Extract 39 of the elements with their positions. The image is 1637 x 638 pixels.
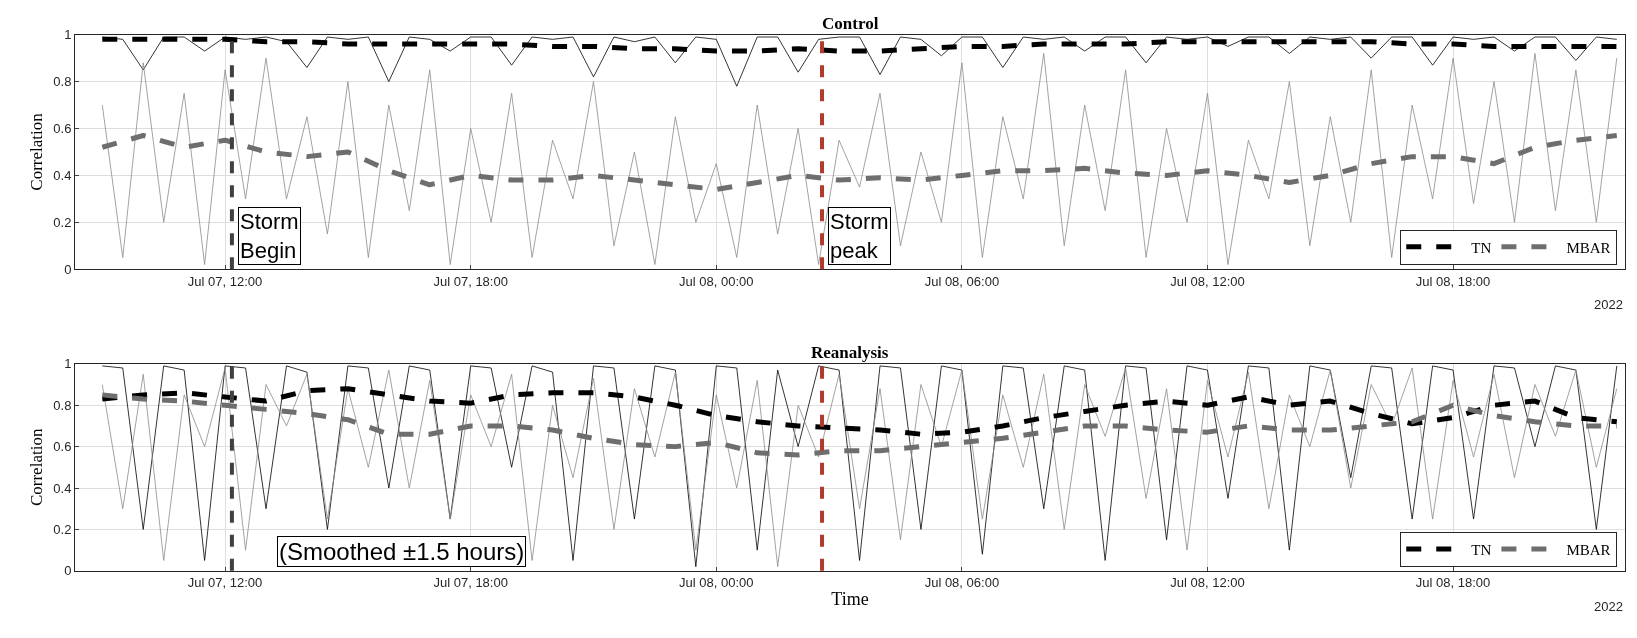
y-tick-label: 0.2 <box>53 214 72 230</box>
x-tick-label: Jul 08, 06:00 <box>924 575 1000 591</box>
y-tick-label: 0 <box>64 563 72 579</box>
y-axis-title: Correlation <box>26 112 46 191</box>
x-tick-label: Jul 08, 06:00 <box>924 273 1000 289</box>
annotation: (Smoothed ±1.5 hours) <box>279 538 525 565</box>
line-series <box>101 53 1618 265</box>
x-tick-label: Jul 07, 12:00 <box>187 575 263 591</box>
x-tick-label: Jul 07, 18:00 <box>433 273 508 289</box>
legend-label: TN <box>1471 239 1492 256</box>
legend-label: TN <box>1471 541 1492 558</box>
text: 2022 <box>1594 599 1623 614</box>
y-tick-label: 0.6 <box>53 121 72 137</box>
x-axis-title: Time <box>831 588 869 609</box>
x-tick-label: Jul 08, 18:00 <box>1415 575 1491 591</box>
x-tick-label: Jul 07, 12:00 <box>187 273 263 289</box>
y-tick-label: 0.8 <box>53 397 72 413</box>
x-tick-label: Jul 08, 18:00 <box>1415 273 1491 289</box>
legend-label: MBAR <box>1566 541 1611 558</box>
y-tick-label: 0 <box>64 261 72 277</box>
y-tick-label: 0.4 <box>53 480 72 496</box>
chart-title: Reanalysis <box>811 343 889 362</box>
y-tick-label: 0.4 <box>53 167 72 183</box>
legend-label: MBAR <box>1566 239 1611 256</box>
x-tick-label: Jul 08, 00:00 <box>679 575 754 591</box>
y-tick-label: 0.6 <box>53 439 72 455</box>
x-tick-label: Jul 08, 00:00 <box>679 273 754 289</box>
y-tick-label: 1 <box>64 27 72 43</box>
x-tick-label: Jul 08, 12:00 <box>1170 273 1245 289</box>
y-tick-label: 0.2 <box>53 521 72 537</box>
chart-title: Control <box>822 14 879 33</box>
ref-line-label: Storm Begin <box>240 209 299 263</box>
x-tick-label: Jul 08, 12:00 <box>1170 575 1245 591</box>
ref-line-label: Storm peak <box>830 209 889 263</box>
y-tick-label: 1 <box>64 356 72 372</box>
x-tick-label: Jul 07, 18:00 <box>433 575 508 591</box>
y-axis-title: Correlation <box>26 428 46 507</box>
text: 2022 <box>1594 297 1623 312</box>
y-tick-label: 0.8 <box>53 74 72 90</box>
